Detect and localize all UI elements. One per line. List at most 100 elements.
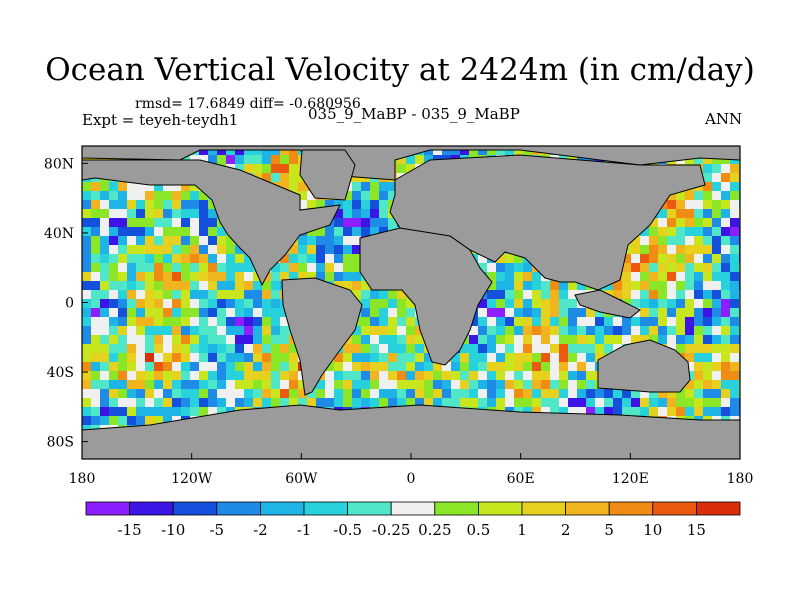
field-cell — [712, 209, 722, 219]
field-cell — [676, 227, 686, 237]
field-cell — [496, 299, 506, 309]
field-cell — [532, 272, 542, 282]
field-cell — [280, 389, 290, 399]
field-cell — [136, 317, 146, 327]
field-cell — [514, 272, 524, 282]
field-cell — [280, 371, 290, 381]
field-cell — [163, 281, 173, 291]
field-cell — [343, 362, 353, 372]
field-cell — [559, 290, 569, 300]
field-cell — [586, 380, 596, 390]
field-cell — [190, 344, 200, 354]
field-cell — [406, 326, 416, 336]
field-cell — [694, 398, 704, 408]
field-cell — [127, 398, 137, 408]
colorbar-swatch — [129, 501, 174, 516]
field-cell — [505, 398, 515, 408]
field-cell — [685, 407, 695, 417]
field-cell — [127, 182, 137, 192]
field-cell — [217, 245, 227, 255]
field-cell — [730, 362, 740, 372]
field-cell — [640, 245, 650, 255]
field-cell — [163, 200, 173, 210]
field-cell — [82, 236, 92, 246]
field-cell — [271, 317, 281, 327]
field-cell — [568, 281, 578, 291]
field-cell — [352, 245, 362, 255]
field-cell — [577, 380, 587, 390]
field-cell — [316, 200, 326, 210]
field-cell — [658, 218, 668, 228]
field-cell — [154, 299, 164, 309]
field-cell — [244, 272, 254, 282]
field-cell — [109, 317, 119, 327]
field-cell — [136, 227, 146, 237]
field-cell — [352, 173, 362, 183]
field-cell — [235, 335, 245, 345]
field-cell — [172, 362, 182, 372]
field-cell — [343, 263, 353, 273]
field-cell — [145, 254, 155, 264]
field-cell — [91, 326, 101, 336]
field-cell — [667, 254, 677, 264]
field-cell — [307, 191, 317, 201]
field-cell — [361, 317, 371, 327]
field-cell — [685, 191, 695, 201]
field-cell — [244, 308, 254, 318]
field-cell — [712, 389, 722, 399]
field-cell — [712, 272, 722, 282]
field-cell — [82, 344, 92, 354]
field-cell — [460, 362, 470, 372]
field-cell — [262, 326, 272, 336]
field-cell — [100, 317, 110, 327]
field-cell — [694, 191, 704, 201]
field-cell — [217, 380, 227, 390]
field-cell — [649, 290, 659, 300]
field-cell — [271, 353, 281, 363]
field-cell — [550, 398, 560, 408]
field-cell — [460, 353, 470, 363]
field-cell — [91, 389, 101, 399]
field-cell — [343, 398, 353, 408]
field-cell — [127, 326, 137, 336]
field-cell — [586, 407, 596, 417]
field-cell — [685, 263, 695, 273]
field-cell — [226, 155, 236, 165]
field-cell — [577, 362, 587, 372]
field-cell — [172, 209, 182, 219]
field-cell — [199, 326, 209, 336]
field-cell — [127, 407, 137, 417]
field-cell — [298, 200, 308, 210]
field-cell — [235, 146, 245, 156]
field-cell — [460, 380, 470, 390]
field-cell — [217, 236, 227, 246]
field-cell — [325, 254, 335, 264]
field-cell — [199, 344, 209, 354]
field-cell — [172, 335, 182, 345]
field-cell — [550, 344, 560, 354]
field-cell — [262, 299, 272, 309]
field-cell — [370, 317, 380, 327]
field-cell — [667, 398, 677, 408]
field-cell — [514, 146, 524, 156]
field-cell — [379, 182, 389, 192]
field-cell — [658, 254, 668, 264]
field-cell — [352, 272, 362, 282]
field-cell — [154, 362, 164, 372]
field-cell — [559, 299, 569, 309]
field-cell — [244, 317, 254, 327]
field-cell — [685, 380, 695, 390]
field-cell — [190, 254, 200, 264]
field-cell — [325, 389, 335, 399]
field-cell — [244, 281, 254, 291]
field-cell — [154, 290, 164, 300]
field-cell — [487, 281, 497, 291]
field-cell — [136, 236, 146, 246]
field-cell — [505, 380, 515, 390]
field-cell — [730, 299, 740, 309]
field-cell — [415, 389, 425, 399]
field-cell — [442, 380, 452, 390]
field-cell — [559, 353, 569, 363]
field-cell — [217, 407, 227, 417]
field-cell — [532, 407, 542, 417]
